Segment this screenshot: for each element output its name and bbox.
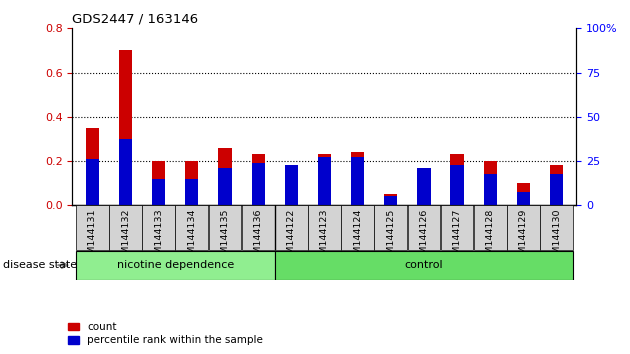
- Text: GSM144133: GSM144133: [154, 209, 163, 267]
- Text: GSM144134: GSM144134: [187, 209, 197, 266]
- FancyBboxPatch shape: [275, 205, 307, 250]
- FancyBboxPatch shape: [209, 205, 241, 250]
- Bar: [86, 128, 99, 205]
- Bar: [318, 154, 331, 205]
- Text: disease state: disease state: [3, 260, 77, 270]
- Text: nicotine dependence: nicotine dependence: [117, 260, 234, 270]
- Text: control: control: [404, 260, 444, 270]
- Bar: [185, 161, 198, 205]
- Text: GSM144135: GSM144135: [220, 209, 229, 266]
- Bar: [318, 156, 331, 205]
- FancyBboxPatch shape: [175, 205, 209, 250]
- Bar: [450, 154, 464, 205]
- FancyBboxPatch shape: [408, 205, 440, 250]
- Bar: [550, 166, 563, 205]
- Text: GSM144122: GSM144122: [287, 209, 296, 266]
- Text: GSM144132: GSM144132: [121, 209, 130, 266]
- Text: GSM144127: GSM144127: [452, 209, 462, 266]
- Bar: [417, 170, 430, 205]
- Bar: [119, 51, 132, 205]
- FancyBboxPatch shape: [540, 205, 573, 250]
- Bar: [484, 161, 497, 205]
- Text: GSM144129: GSM144129: [519, 209, 528, 266]
- Text: GSM144130: GSM144130: [552, 209, 561, 266]
- Text: GSM144124: GSM144124: [353, 209, 362, 266]
- Text: GDS2447 / 163146: GDS2447 / 163146: [72, 12, 198, 25]
- FancyBboxPatch shape: [242, 205, 275, 250]
- FancyBboxPatch shape: [109, 205, 142, 250]
- FancyBboxPatch shape: [275, 251, 573, 280]
- Text: GSM144128: GSM144128: [486, 209, 495, 266]
- Bar: [351, 152, 364, 205]
- FancyBboxPatch shape: [308, 205, 341, 250]
- Bar: [384, 194, 398, 205]
- FancyBboxPatch shape: [341, 205, 374, 250]
- Bar: [219, 168, 232, 205]
- Bar: [417, 168, 430, 205]
- Bar: [152, 161, 165, 205]
- FancyBboxPatch shape: [142, 205, 175, 250]
- Bar: [351, 156, 364, 205]
- Bar: [285, 170, 298, 205]
- Bar: [450, 166, 464, 205]
- Bar: [484, 175, 497, 205]
- Bar: [185, 179, 198, 205]
- Bar: [86, 159, 99, 205]
- Bar: [550, 175, 563, 205]
- Bar: [384, 196, 398, 205]
- Text: GSM144125: GSM144125: [386, 209, 395, 266]
- Bar: [119, 139, 132, 205]
- Text: GSM144131: GSM144131: [88, 209, 97, 266]
- Text: GSM144123: GSM144123: [320, 209, 329, 266]
- Legend: count, percentile rank within the sample: count, percentile rank within the sample: [68, 322, 263, 345]
- Text: GSM144136: GSM144136: [254, 209, 263, 266]
- Bar: [152, 179, 165, 205]
- Text: GSM144126: GSM144126: [420, 209, 428, 266]
- Bar: [285, 166, 298, 205]
- FancyBboxPatch shape: [374, 205, 407, 250]
- Bar: [251, 163, 265, 205]
- Bar: [219, 148, 232, 205]
- Bar: [517, 192, 530, 205]
- Bar: [251, 154, 265, 205]
- FancyBboxPatch shape: [76, 251, 275, 280]
- FancyBboxPatch shape: [76, 205, 109, 250]
- FancyBboxPatch shape: [507, 205, 540, 250]
- Bar: [517, 183, 530, 205]
- FancyBboxPatch shape: [474, 205, 507, 250]
- FancyBboxPatch shape: [440, 205, 474, 250]
